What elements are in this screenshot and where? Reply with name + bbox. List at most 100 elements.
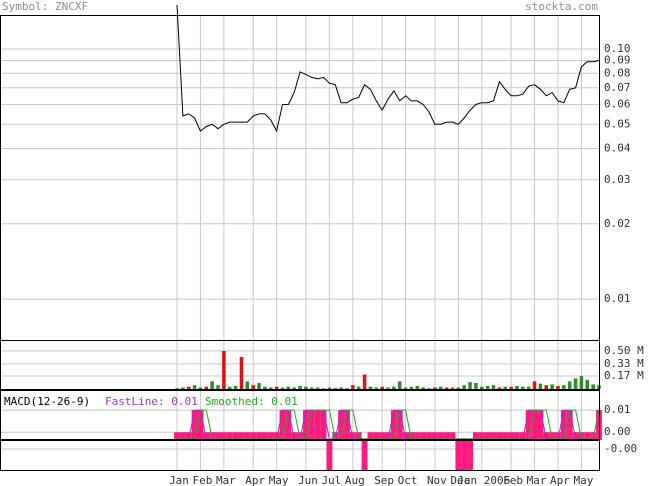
y-tick-label: 0.03 — [604, 173, 631, 186]
histogram-bar — [326, 441, 333, 470]
volume-bar — [515, 385, 519, 389]
histogram-bar — [514, 432, 520, 440]
legend-entry: FastLine: 0.01 — [105, 395, 198, 408]
x-tick-label: Jan — [169, 474, 189, 486]
histogram-bar — [379, 432, 386, 440]
histogram-bar — [584, 432, 591, 440]
volume-bar — [462, 385, 466, 389]
volume-bar — [198, 387, 203, 389]
volume-bar — [497, 387, 502, 389]
volume-bar — [321, 388, 326, 389]
volume-bar — [356, 386, 361, 389]
x-tick-label: May — [573, 474, 593, 486]
volume-bar — [491, 385, 496, 389]
histogram-bar — [238, 432, 245, 440]
x-tick-label: Jul — [321, 474, 341, 486]
histogram-bar — [179, 432, 186, 440]
histogram-bar — [525, 410, 532, 440]
x-tick-label: Feb — [193, 474, 213, 486]
histogram-bar — [174, 432, 180, 440]
x-tick-label: Feb — [503, 474, 523, 486]
volume-bar — [298, 385, 302, 389]
x-tick-label: Jun — [298, 474, 318, 486]
x-tick-label: Apr — [550, 474, 570, 486]
symbol: Symbol: ZNCXF — [2, 0, 88, 13]
volume-bar — [579, 376, 584, 389]
marks — [174, 4, 602, 470]
volume-bar — [386, 387, 390, 389]
x-tick-label: Dec — [450, 474, 470, 486]
volume-bar — [573, 378, 578, 389]
histogram-bar — [320, 410, 327, 440]
histogram-bar — [496, 432, 503, 440]
volume-bar — [181, 387, 185, 389]
volume-bar — [562, 385, 566, 389]
histogram-bar — [185, 432, 192, 440]
histogram-bar — [414, 432, 421, 440]
x-tick-label: Mar — [216, 474, 236, 486]
volume-bar — [257, 382, 261, 389]
volume-bar — [304, 386, 308, 389]
volume-bar — [427, 388, 431, 389]
volume-bar — [444, 387, 449, 389]
x-tick-label: Aug — [345, 474, 365, 486]
histogram-bar — [472, 432, 479, 440]
volume-bar — [227, 386, 232, 389]
volume-bar — [550, 384, 554, 389]
histogram-bar — [314, 410, 321, 440]
price-line — [176, 4, 600, 133]
histogram-bar — [250, 432, 257, 440]
volume-frame — [0, 340, 600, 390]
volume-bar — [509, 386, 513, 389]
volume-bar — [532, 381, 537, 389]
volume-bar — [450, 387, 455, 389]
volume-bar — [286, 386, 291, 389]
histogram-bar — [519, 432, 526, 440]
volume-bar — [210, 381, 214, 389]
histogram-bar — [197, 410, 204, 440]
histogram-bar — [385, 432, 391, 440]
legend-entry: Smoothed: 0.01 — [205, 395, 298, 408]
volume-bar — [333, 388, 338, 389]
volume-bar — [392, 386, 396, 389]
histogram-bar — [303, 410, 309, 440]
y-tick-label: 0.10 — [604, 42, 631, 55]
y-tick-label: 0.05 — [604, 117, 631, 130]
histogram-bar — [390, 410, 397, 440]
x-tick-label: Mar — [527, 474, 547, 486]
histogram-bar — [285, 410, 292, 440]
x-tick-label: May — [269, 474, 289, 486]
volume-bar — [310, 387, 314, 389]
volume-bar — [345, 388, 349, 389]
histogram-bar — [338, 410, 345, 440]
volume-bar — [339, 387, 343, 389]
grid — [1, 15, 599, 470]
volume-bar — [409, 386, 414, 389]
histogram-bar — [273, 432, 280, 440]
y-tick-label: 0.02 — [604, 217, 631, 230]
histogram-bar — [543, 432, 550, 440]
y-tick-label: 0.17 M — [604, 369, 644, 382]
histogram-bar — [261, 432, 268, 440]
histogram-bar — [484, 432, 491, 440]
volume-bar — [239, 357, 244, 389]
y-tick-label: -0.00 — [604, 442, 637, 455]
volume-bar — [251, 385, 255, 389]
histogram-bar — [537, 410, 544, 440]
volume-bar — [204, 386, 209, 389]
volume-bar — [544, 385, 549, 389]
histogram-bar — [560, 410, 567, 440]
y-tick-label: 0.50 M — [604, 344, 644, 357]
histogram-bar — [349, 432, 356, 440]
volume-bar — [280, 387, 285, 389]
volume-bar — [421, 387, 425, 389]
histogram-bar — [490, 432, 497, 440]
volume-bar — [433, 387, 437, 389]
volume-bar — [216, 385, 220, 389]
x-tick-label: Nov — [427, 474, 447, 486]
volume-bar — [233, 385, 238, 389]
histogram-bar — [455, 441, 462, 470]
volume-bar — [315, 387, 320, 389]
histogram-bar — [502, 432, 509, 440]
